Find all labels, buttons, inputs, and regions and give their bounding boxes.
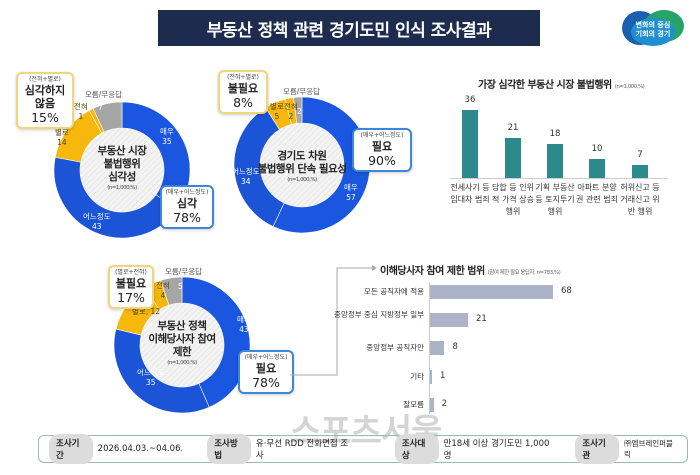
donut-chart-enforcement — [232, 95, 372, 235]
connector-arrow — [290, 265, 377, 376]
donut-title: 경기도 차원 — [277, 150, 327, 162]
hbar-value-label: 8 — [452, 342, 458, 352]
bar-category-label: 전세사기 등 임대차 범죄 — [450, 183, 490, 204]
footer-tag: 조사기간 — [49, 434, 93, 464]
logo-line2: 기회의 경기 — [636, 29, 671, 38]
donut-center-label: 부동산 시장 불법행위 심각성 (n=1,000,%) — [72, 145, 172, 193]
bar — [547, 144, 563, 178]
bar-value-label: 10 — [591, 144, 603, 155]
bar — [505, 138, 521, 178]
bar — [589, 159, 605, 178]
segment-label: 모름/무응답 — [165, 267, 203, 276]
negative-callout: (전혀+별로) 불필요 8% — [218, 70, 268, 114]
hbar-chart-title: 이해당사자 참여 제한 범위 (참여 제한 필요 응답자, n=783,%) — [380, 266, 561, 277]
hbar — [430, 398, 434, 412]
hbar-category-label: 모든 공직자에 적용 — [364, 287, 424, 296]
donut-center-label: 경기도 차원 불법행위 단속 필요성 (n=1,000,%) — [242, 150, 362, 185]
hbar-value-label: 68 — [561, 286, 572, 296]
footer-value: 2026.04.03.~04.06. — [97, 444, 184, 454]
segment-label: 별로, 12 — [132, 307, 161, 316]
footer-tag: 조사방법 — [207, 434, 251, 464]
donut-hole — [80, 128, 164, 212]
sample-note: (n=1,000,%) — [287, 177, 317, 183]
donut-hole — [260, 123, 344, 207]
segment-label: 어느정도 43 — [83, 212, 111, 231]
hbar-value-label: 2 — [441, 399, 448, 409]
hbar — [430, 285, 553, 299]
positive-callout: (매우+어느정도) 필요 78% — [238, 350, 294, 394]
segment-label: 매우 57 — [344, 183, 358, 202]
bar-category-label: 담합 등 인위적 가격 상승행위 — [492, 183, 534, 216]
hbar-category-label: 중앙정부 공직자만 — [366, 343, 424, 352]
donut-title: 불법행위 — [103, 158, 141, 170]
donut-title: 제한 — [172, 346, 192, 358]
hbar-value-label: 21 — [475, 314, 487, 324]
segment-label: 매우 43 — [237, 315, 251, 334]
segment-label: 모름/무응답 — [283, 87, 321, 96]
segment-label: 어느정도 35 — [137, 368, 165, 387]
bar-category-label: 아파트 분양권 관련 범죄 — [576, 183, 618, 204]
logo-line1: 변화의 중심 — [636, 20, 671, 29]
footer-value: 유·무선 RDD 전화면접 조사 — [255, 439, 349, 461]
segment-value: 7 — [98, 103, 103, 112]
positive-callout: (매우+어느정도) 심각 78% — [160, 185, 214, 229]
bar — [462, 110, 478, 178]
hbar-category-label: 중앙정부 중심 지방정부 일부 — [334, 310, 424, 319]
segment-label: 전혀 4 — [156, 281, 170, 300]
sample-note: (n=1,000,%) — [167, 360, 197, 366]
bar-category-label: 허위신고 등 거래신고 위반 행위 — [620, 183, 660, 216]
bar — [632, 164, 648, 178]
hbar-category-label: 잘모름 — [403, 400, 424, 409]
sample-note: (n=1,000,%) — [107, 185, 137, 191]
segment-label: 별로 5 — [270, 102, 284, 121]
hbar — [430, 313, 468, 327]
bar-value-label: 21 — [507, 123, 519, 134]
segment-label: 전혀 1 — [74, 102, 88, 121]
donut-title: 이해당사자 참여 — [148, 333, 216, 345]
gyeonggi-logo: 변화의 중심 기회의 경기 — [622, 10, 684, 46]
bar-chart-title: 가장 심각한 부동산 시장 불법행위 (n=1,000,%) — [478, 80, 645, 91]
footer-value: 만18세 이상 경기도민 1,000명 — [443, 439, 550, 461]
segment-value: 2 — [297, 107, 302, 116]
positive-callout: (매우+어느정도) 필요 90% — [352, 128, 412, 172]
segment-label: 모름/무응답 — [85, 90, 123, 99]
negative-callout: (별로+전혀) 불필요 17% — [108, 265, 154, 309]
bar-value-label: 36 — [464, 95, 476, 105]
bar-category-label: 기획 부동산 등 토지투기 행위 — [535, 183, 575, 216]
segment-value: 5 — [178, 282, 183, 291]
y-axis-line — [429, 282, 430, 414]
hbar — [430, 341, 445, 355]
footer-tag: 조사기관 — [575, 434, 620, 464]
hbar-value-label: 1 — [440, 371, 446, 381]
page-title: 부동산 정책 관련 경기도민 인식 조사결과 — [158, 10, 540, 46]
hbar — [430, 370, 432, 384]
donut-title: 심각성 — [108, 171, 136, 183]
donut-center-label: 부동산 정책 이해당사자 참여 제한 (n=1,000,%) — [127, 320, 237, 368]
bar-value-label: 7 — [637, 149, 643, 160]
donut-chart-severity — [52, 100, 192, 240]
survey-info-footer: 조사기간 2026.04.03.~04.06. 조사방법 유·무선 RDD 전화면접… — [38, 434, 688, 464]
hbar-category-label: 기타 — [410, 372, 424, 381]
footer-value: ㈜엠브레인퍼블릭 — [624, 439, 673, 459]
segment-label: 어느정도 34 — [232, 167, 260, 186]
segment-label: 매우 35 — [160, 127, 174, 146]
negative-callout: (전혀+별로) 심각하지 않음 15% — [16, 72, 74, 129]
segment-label: 전혀 2 — [284, 102, 298, 121]
donut-title: 부동산 정책 — [157, 320, 207, 332]
donut-title: 부동산 시장 — [97, 145, 147, 157]
donut-title: 불법행위 단속 필요성 — [257, 163, 347, 175]
x-axis-line — [450, 178, 668, 179]
donut-hole — [140, 303, 224, 387]
footer-tag: 조사대상 — [394, 434, 439, 464]
segment-label: 별로 14 — [55, 128, 69, 147]
bar-value-label: 18 — [549, 129, 561, 139]
